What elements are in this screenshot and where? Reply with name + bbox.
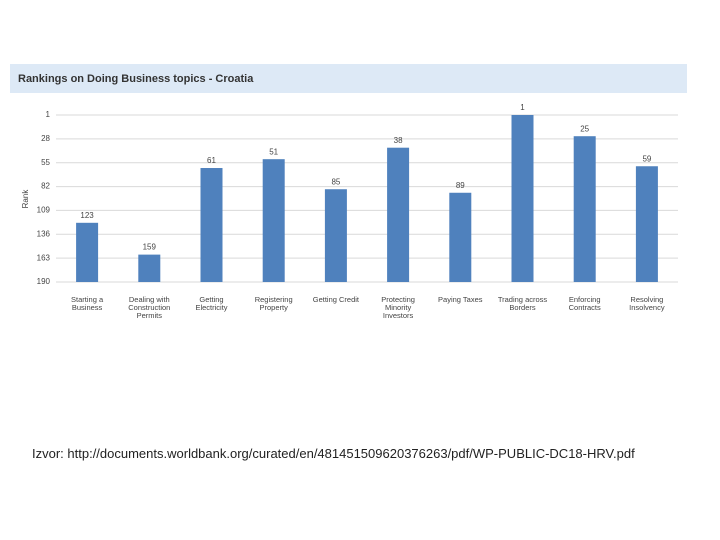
y-tick-label: 28 [41,134,50,143]
data-label: 159 [143,243,157,252]
x-tick-label: Getting Credit [312,295,360,304]
bar [262,159,285,282]
y-tick-label: 190 [37,277,51,286]
data-label: 1 [520,103,525,112]
data-label: 89 [456,181,465,190]
data-label: 51 [269,147,278,156]
title-band [10,64,687,93]
data-label: 38 [394,136,403,145]
x-tick-label: Protecting Minority Investors [381,295,415,320]
y-tick-label: 1 [46,110,51,119]
x-tick-label: Dealing with Construction Permits [128,295,171,320]
x-tick-label: Resolving Insolvency [629,295,665,312]
bar [635,166,658,282]
bar [573,136,596,282]
bar [449,192,472,282]
x-tick-label: Starting a Business [71,295,104,312]
data-label: 25 [580,124,589,133]
data-label: 59 [642,154,651,163]
bar [200,168,223,282]
x-tick-label: Registering Property [254,295,293,312]
y-axis-label: Rank [21,189,30,209]
data-label: 123 [80,211,94,220]
bar [138,254,161,282]
bar [387,147,410,282]
data-label: 85 [331,177,340,186]
x-tick-label: Getting Electricity [195,295,228,312]
y-tick-label: 55 [41,158,50,167]
caption: Izvor: http://documents.worldbank.org/cu… [32,446,635,461]
y-tick-label: 109 [37,206,51,215]
bar [511,115,534,282]
x-tick-label: Trading across Borders [497,295,548,312]
y-tick-label: 82 [41,182,50,191]
x-tick-label: Paying Taxes [438,295,483,304]
y-tick-label: 163 [37,253,51,262]
y-tick-label: 136 [37,229,51,238]
x-tick-label: Enforcing Contracts [568,295,601,312]
chart-title: Rankings on Doing Business topics - Croa… [18,73,254,85]
data-label: 61 [207,156,216,165]
bar [76,222,99,282]
bar [324,189,347,282]
